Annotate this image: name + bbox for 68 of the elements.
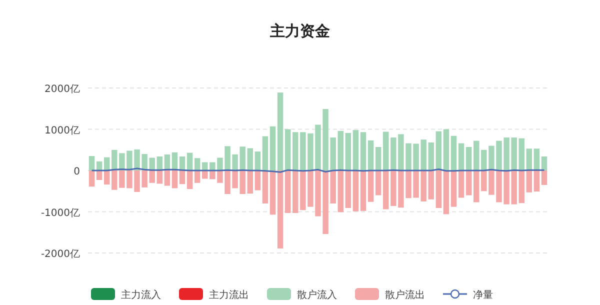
bar xyxy=(156,170,163,184)
legend-label: 散户流入 xyxy=(297,289,337,301)
bar xyxy=(270,126,276,170)
bar xyxy=(534,148,540,170)
bar xyxy=(179,170,186,184)
bar xyxy=(360,132,366,170)
bar xyxy=(254,152,261,170)
bar xyxy=(436,131,442,170)
bar xyxy=(383,170,389,210)
bar xyxy=(186,152,193,170)
bar xyxy=(352,170,359,212)
bar xyxy=(345,132,352,170)
bar xyxy=(277,92,284,170)
bar xyxy=(383,132,389,170)
bar xyxy=(284,129,291,170)
bar xyxy=(262,170,268,204)
bar xyxy=(186,170,193,190)
bar xyxy=(104,170,110,185)
bar xyxy=(458,143,464,170)
bar xyxy=(360,170,366,211)
bar xyxy=(270,170,276,215)
bar xyxy=(277,170,284,248)
legend-label: 散户流出 xyxy=(385,289,425,301)
bar xyxy=(436,170,442,208)
bar xyxy=(88,156,95,170)
bar xyxy=(375,170,382,196)
bar xyxy=(164,170,170,186)
bar xyxy=(338,170,344,212)
bar xyxy=(247,148,253,170)
y-tick-label: -1000亿 xyxy=(40,208,80,219)
bar xyxy=(352,130,359,170)
bar xyxy=(526,148,532,170)
bar xyxy=(96,161,102,170)
bar xyxy=(443,129,450,170)
legend-label: 主力流入 xyxy=(121,289,161,301)
bar xyxy=(247,170,253,194)
bar xyxy=(443,170,450,214)
bar xyxy=(450,170,457,207)
bar xyxy=(541,170,548,185)
legend-label: 主力流出 xyxy=(209,289,249,301)
bar xyxy=(338,130,344,170)
bar xyxy=(284,170,291,213)
bar xyxy=(194,158,200,170)
bar xyxy=(466,146,472,170)
y-tick-label: 0 xyxy=(74,166,80,178)
bar xyxy=(473,170,480,202)
bar xyxy=(345,170,352,208)
chart-title: 主力资金 xyxy=(269,22,330,40)
bar xyxy=(368,170,374,202)
y-tick-label: 1000亿 xyxy=(44,125,80,136)
bar xyxy=(473,140,480,170)
bar xyxy=(88,170,95,187)
bar xyxy=(458,170,464,198)
bar xyxy=(292,132,298,170)
bar xyxy=(541,156,548,170)
bar xyxy=(526,170,532,192)
bar xyxy=(466,170,472,196)
bar xyxy=(534,170,540,192)
bar xyxy=(172,170,178,188)
bar xyxy=(450,136,457,170)
y-tick-label: -2000亿 xyxy=(40,249,80,260)
bar xyxy=(292,170,298,213)
legend-label: 净量 xyxy=(473,289,493,301)
y-tick-label: 2000亿 xyxy=(44,84,80,95)
bar xyxy=(375,146,382,170)
bar xyxy=(368,140,374,170)
bar xyxy=(254,170,261,190)
bar xyxy=(262,136,268,170)
